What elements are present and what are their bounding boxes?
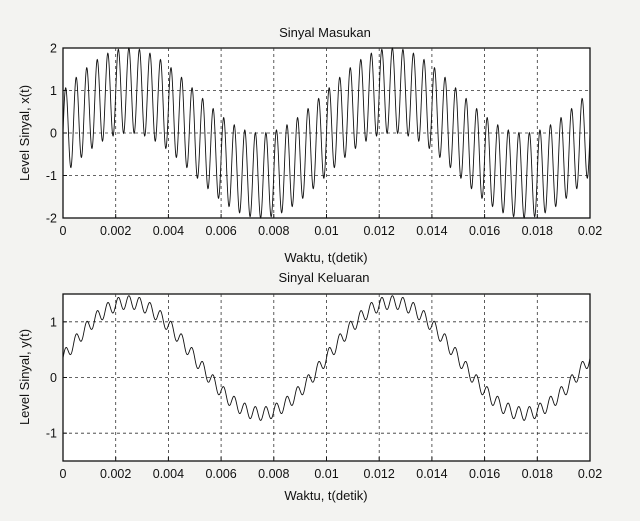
- y-tick-label: 0: [50, 371, 57, 385]
- x-tick-label: 0.014: [416, 224, 447, 238]
- x-axis-label: Waktu, t(detik): [284, 488, 367, 503]
- y-axis-label: Level Sinyal, x(t): [17, 85, 32, 181]
- x-tick-label: 0.014: [416, 467, 447, 481]
- x-tick-label: 0.02: [578, 467, 602, 481]
- x-tick-label: 0.012: [364, 467, 395, 481]
- y-tick-label: -2: [46, 212, 57, 226]
- x-axis-ticks: 0 0.002 0.004 0.006 0.008 0.01 0.012 0.014 0.016…: [60, 457, 602, 481]
- x-axis-ticks: 0 0.002 0.004 0.006 0.008 0.01 0.012 0.014 0.016…: [60, 214, 602, 238]
- y-tick-label: 1: [50, 84, 57, 98]
- x-tick-label: 0.012: [364, 224, 395, 238]
- y-tick-label: -1: [46, 169, 57, 183]
- x-axis-label: Waktu, t(detik): [284, 250, 367, 265]
- x-tick-label: 0.008: [258, 224, 289, 238]
- x-tick-label: 0.018: [522, 467, 553, 481]
- y-tick-label: 0: [50, 127, 57, 141]
- x-tick-label: 0.002: [100, 467, 131, 481]
- chart-title: Sinyal Masukan: [279, 25, 371, 40]
- x-tick-label: 0.006: [205, 224, 236, 238]
- y-tick-label: 2: [50, 42, 57, 56]
- y-tick-label: -1: [46, 427, 57, 441]
- chart-title: Sinyal Keluaran: [278, 270, 369, 285]
- y-tick-label: 1: [50, 315, 57, 329]
- x-tick-label: 0.016: [469, 467, 500, 481]
- y-axis-ticks: -2 -1 0 1 2: [46, 42, 67, 226]
- x-tick-label: 0.01: [314, 224, 338, 238]
- output-signal-plot: Sinyal Keluaran 0 0.002 0.004 0.006 0.008 0.0…: [17, 270, 602, 503]
- x-tick-label: 0.002: [100, 224, 131, 238]
- y-axis-label: Level Sinyal, y(t): [17, 329, 32, 425]
- x-tick-label: 0.008: [258, 467, 289, 481]
- x-tick-label: 0.01: [314, 467, 338, 481]
- input-signal-plot: Sinyal Masukan 0 0.002 0.004 0.006 0.008 0.01…: [17, 25, 602, 265]
- series-line-output: [62, 295, 591, 421]
- x-tick-label: 0.006: [205, 467, 236, 481]
- x-tick-label: 0.016: [469, 224, 500, 238]
- x-tick-label: 0: [60, 224, 67, 238]
- x-tick-label: 0.018: [522, 224, 553, 238]
- x-tick-label: 0.004: [153, 467, 184, 481]
- series-line-input: [62, 47, 591, 219]
- grid: [63, 294, 590, 461]
- x-tick-label: 0.004: [153, 224, 184, 238]
- y-axis-ticks: -1 0 1: [46, 315, 67, 441]
- x-tick-label: 0.02: [578, 224, 602, 238]
- x-tick-label: 0: [60, 467, 67, 481]
